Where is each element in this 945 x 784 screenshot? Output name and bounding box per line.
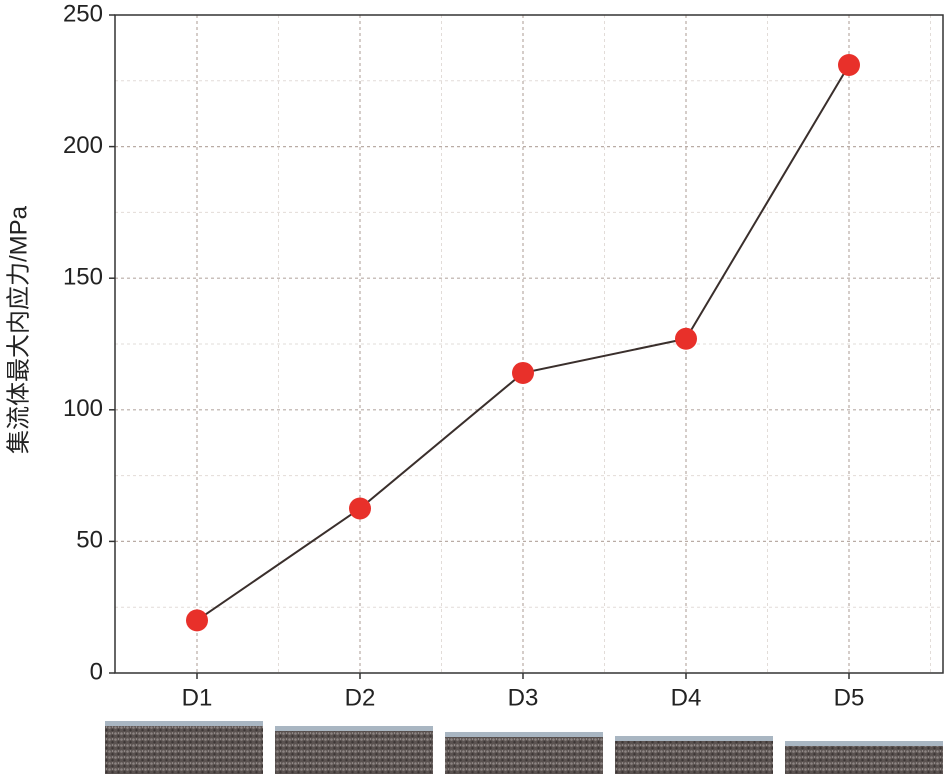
plot-frame bbox=[114, 14, 944, 674]
foil bbox=[105, 721, 263, 726]
foil bbox=[445, 732, 603, 737]
y-tick-label: 100 bbox=[63, 395, 103, 422]
x-tick-label: D5 bbox=[834, 684, 865, 711]
foil bbox=[615, 736, 773, 741]
y-tick-label: 200 bbox=[63, 132, 103, 159]
electrode bbox=[785, 746, 943, 774]
electrode bbox=[615, 741, 773, 774]
y-tick-label: 250 bbox=[63, 0, 103, 27]
point bbox=[349, 497, 371, 520]
foil bbox=[275, 726, 433, 731]
y-tick-label: 0 bbox=[90, 658, 103, 685]
point bbox=[838, 54, 860, 77]
point bbox=[186, 609, 208, 632]
x-tick-label: D1 bbox=[182, 684, 213, 711]
electrode bbox=[275, 731, 433, 774]
point bbox=[512, 361, 534, 384]
electrode bbox=[105, 726, 263, 774]
y-tick-label: 150 bbox=[63, 264, 103, 291]
electrode-images bbox=[105, 721, 943, 774]
electrode bbox=[445, 737, 603, 774]
x-tick-label: D4 bbox=[671, 684, 702, 711]
y-axis-label: 集流体最大内应力/MPa bbox=[5, 205, 32, 454]
x-tick-label: D3 bbox=[508, 684, 539, 711]
y-tick-label: 50 bbox=[76, 527, 103, 554]
point bbox=[675, 327, 697, 350]
foil bbox=[785, 741, 943, 746]
x-tick-label: D2 bbox=[345, 684, 376, 711]
